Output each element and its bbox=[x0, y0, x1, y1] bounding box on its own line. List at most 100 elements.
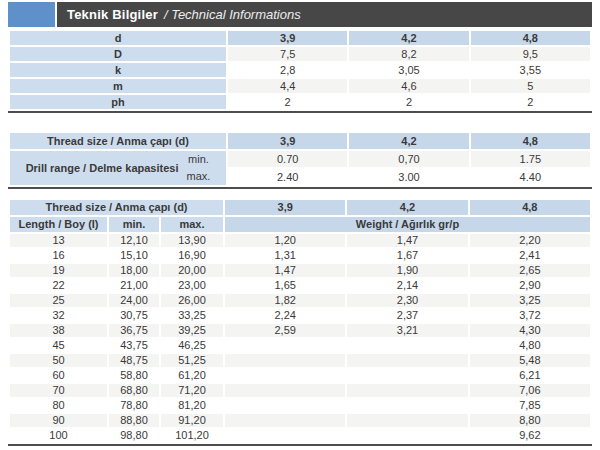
weight-header-cell: Weight / Ağırlık gr/p bbox=[225, 217, 590, 232]
spec-label-cell: ph bbox=[10, 95, 226, 109]
drill-header-row: Thread size / Anma çapı (d)3,94,24,8 bbox=[10, 133, 590, 149]
thread-size-header-cell: 4,8 bbox=[471, 133, 590, 149]
max-cell: 61,20 bbox=[161, 369, 223, 382]
weight-cell bbox=[225, 339, 345, 352]
drill-value-cell: 0.70 bbox=[228, 151, 347, 167]
weight-cell: 2,59 bbox=[225, 324, 345, 337]
weight-cell: 8,80 bbox=[470, 414, 590, 427]
weight-cell: 1,31 bbox=[225, 249, 345, 262]
weight-data-row: 8078,8081,207,85 bbox=[10, 399, 590, 412]
length-cell: 60 bbox=[10, 369, 107, 382]
spec-row: ph222 bbox=[10, 95, 590, 109]
max-cell: 13,90 bbox=[161, 234, 223, 247]
weight-cell bbox=[225, 429, 345, 442]
min-header-cell: min. bbox=[109, 217, 159, 232]
weight-cell: 2,90 bbox=[470, 279, 590, 292]
weight-cell: 3,72 bbox=[470, 309, 590, 322]
weight-data-row: 10098,80101,209,62 bbox=[10, 429, 590, 442]
min-cell: 78,80 bbox=[109, 399, 159, 412]
length-cell: 13 bbox=[10, 234, 107, 247]
page-title-english: / Technical Informations bbox=[164, 7, 301, 22]
weight-data-row: 4543,7546,254,80 bbox=[10, 339, 590, 352]
weight-cell: 2,65 bbox=[470, 264, 590, 277]
min-cell: 58,80 bbox=[109, 369, 159, 382]
spec-label-cell: m bbox=[10, 79, 226, 93]
length-cell: 22 bbox=[10, 279, 107, 292]
max-cell: 20,00 bbox=[161, 264, 223, 277]
spec-row: m4,44,65 bbox=[10, 79, 590, 93]
min-cell: 18,00 bbox=[109, 264, 159, 277]
weight-cell: 7,06 bbox=[470, 384, 590, 397]
min-cell: 98,80 bbox=[109, 429, 159, 442]
length-cell: 50 bbox=[10, 354, 107, 367]
weight-cell: 4,80 bbox=[470, 339, 590, 352]
weight-subheader-row: Length / Boy (I)min.max.Weight / Ağırlık… bbox=[10, 217, 590, 232]
weight-cell: 2,24 bbox=[225, 309, 345, 322]
thread-size-header-cell: 3,9 bbox=[225, 200, 345, 215]
thread-size-header-cell: 3,9 bbox=[228, 133, 347, 149]
drill-range-table: Thread size / Anma çapı (d)3,94,24,8 Dril… bbox=[8, 131, 592, 187]
length-cell: 80 bbox=[10, 399, 107, 412]
weight-cell: 4,30 bbox=[470, 324, 590, 337]
weight-cell: 3,25 bbox=[470, 294, 590, 307]
weight-cell bbox=[347, 429, 467, 442]
spec-row: D7,58,29,5 bbox=[10, 47, 590, 61]
max-cell: 39,25 bbox=[161, 324, 223, 337]
min-cell: 48,75 bbox=[109, 354, 159, 367]
weight-cell bbox=[347, 399, 467, 412]
weight-data-row: 5048,7551,255,48 bbox=[10, 354, 590, 367]
brand-accent-block bbox=[8, 2, 55, 27]
weight-cell: 1,82 bbox=[225, 294, 345, 307]
page-title-turkish: Teknik Bilgiler bbox=[67, 7, 158, 22]
weight-header-row: Thread size / Anma çapı (d)3,94,24,8 bbox=[10, 200, 590, 215]
min-cell: 36,75 bbox=[109, 324, 159, 337]
min-label: min. bbox=[187, 151, 211, 168]
drill-value-cell: 3.00 bbox=[349, 169, 468, 185]
weight-data-row: 2221,0023,001,652,142,90 bbox=[10, 279, 590, 292]
weight-cell: 1,47 bbox=[347, 234, 467, 247]
weight-cell: 1,47 bbox=[225, 264, 345, 277]
spec-value-cell: 2 bbox=[349, 95, 468, 109]
weight-cell bbox=[225, 354, 345, 367]
min-cell: 21,00 bbox=[109, 279, 159, 292]
length-cell: 100 bbox=[10, 429, 107, 442]
thread-size-label-cell: Thread size / Anma çapı (d) bbox=[10, 133, 226, 149]
weight-cell: 9,62 bbox=[470, 429, 590, 442]
weight-cell bbox=[225, 414, 345, 427]
min-cell: 12,10 bbox=[109, 234, 159, 247]
spec-value-cell: 2 bbox=[471, 95, 590, 109]
weight-cell bbox=[347, 369, 467, 382]
max-cell: 46,25 bbox=[161, 339, 223, 352]
max-cell: 91,20 bbox=[161, 414, 223, 427]
max-cell: 23,00 bbox=[161, 279, 223, 292]
weight-data-row: 7068,8071,207,06 bbox=[10, 384, 590, 397]
weight-cell bbox=[347, 339, 467, 352]
weight-cell bbox=[225, 399, 345, 412]
min-cell: 68,80 bbox=[109, 384, 159, 397]
max-cell: 81,20 bbox=[161, 399, 223, 412]
thread-size-header-cell: 3,9 bbox=[228, 31, 347, 45]
weight-cell bbox=[225, 369, 345, 382]
thread-size-header-cell: 4,2 bbox=[347, 200, 467, 215]
weight-cell: 1,67 bbox=[347, 249, 467, 262]
length-cell: 45 bbox=[10, 339, 107, 352]
spec-value-cell: 2,8 bbox=[228, 63, 347, 77]
max-cell: 33,25 bbox=[161, 309, 223, 322]
spec-row: k2,83,053,55 bbox=[10, 63, 590, 77]
divider-line bbox=[8, 111, 592, 113]
drill-range-label: Drill range / Delme kapasitesi bbox=[26, 160, 179, 176]
thread-size-header-cell: 4,8 bbox=[471, 31, 590, 45]
max-cell: 71,20 bbox=[161, 384, 223, 397]
max-cell: 51,25 bbox=[161, 354, 223, 367]
weight-cell: 2,14 bbox=[347, 279, 467, 292]
thread-size-header-cell: 4,2 bbox=[349, 31, 468, 45]
min-cell: 24,00 bbox=[109, 294, 159, 307]
weight-cell: 3,21 bbox=[347, 324, 467, 337]
weight-cell bbox=[347, 384, 467, 397]
spec-value-cell: 7,5 bbox=[228, 47, 347, 61]
drill-range-label-cell: Drill range / Delme kapasitesimin.max. bbox=[10, 151, 226, 185]
max-cell: 26,00 bbox=[161, 294, 223, 307]
length-cell: 38 bbox=[10, 324, 107, 337]
drill-range-label-wrap: Drill range / Delme kapasitesimin.max. bbox=[10, 151, 226, 185]
drill-data-row: Drill range / Delme kapasitesimin.max.0.… bbox=[10, 151, 590, 167]
